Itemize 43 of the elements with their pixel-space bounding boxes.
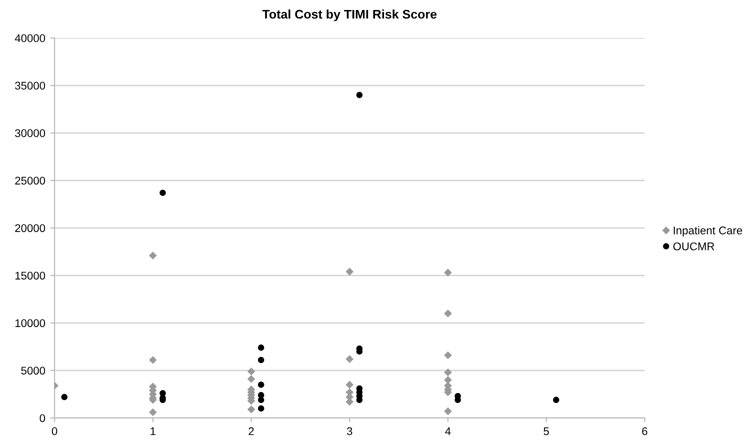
x-tick-label: 2 [248,427,254,436]
point [444,351,452,360]
x-tick-label: 4 [445,427,451,436]
y-tick-label: 0 [40,414,46,422]
point [346,380,354,389]
point [148,356,157,364]
x-tick-label: 6 [642,427,648,436]
y-tick-label: 15000 [15,272,46,280]
point [444,368,452,376]
y-tick-label: 5000 [21,366,46,375]
point [148,252,157,260]
point [258,344,264,351]
legend-label: OUCMR [673,242,714,250]
point [247,375,256,383]
point [356,92,363,98]
point [346,355,354,363]
y-tick-label: 10000 [15,319,46,328]
y-tick-label: 40000 [14,34,46,42]
point [61,394,68,400]
point [258,405,264,412]
y-tick-label: 35000 [15,82,46,90]
point [444,376,452,384]
point [258,356,264,364]
point [444,310,452,318]
x-tick-label: 5 [544,427,549,436]
legend-label: Inpatient Care [674,226,742,237]
x-tick-label: 0 [52,427,58,436]
point [258,396,264,404]
point [160,190,166,196]
point [148,408,157,416]
x-tick-label: 3 [346,427,352,436]
point [247,405,256,414]
chart-title: Total Cost by TIMI Risk Score [262,9,437,22]
y-tick-label: 30000 [15,129,46,138]
point [258,382,264,388]
y-tick-label: 25000 [15,176,46,185]
point [553,396,560,404]
point [346,268,354,276]
x-tick-label: 1 [150,427,156,436]
y-tick-label: 20000 [15,224,46,232]
point [444,407,452,416]
point [444,268,452,277]
point [247,367,256,376]
